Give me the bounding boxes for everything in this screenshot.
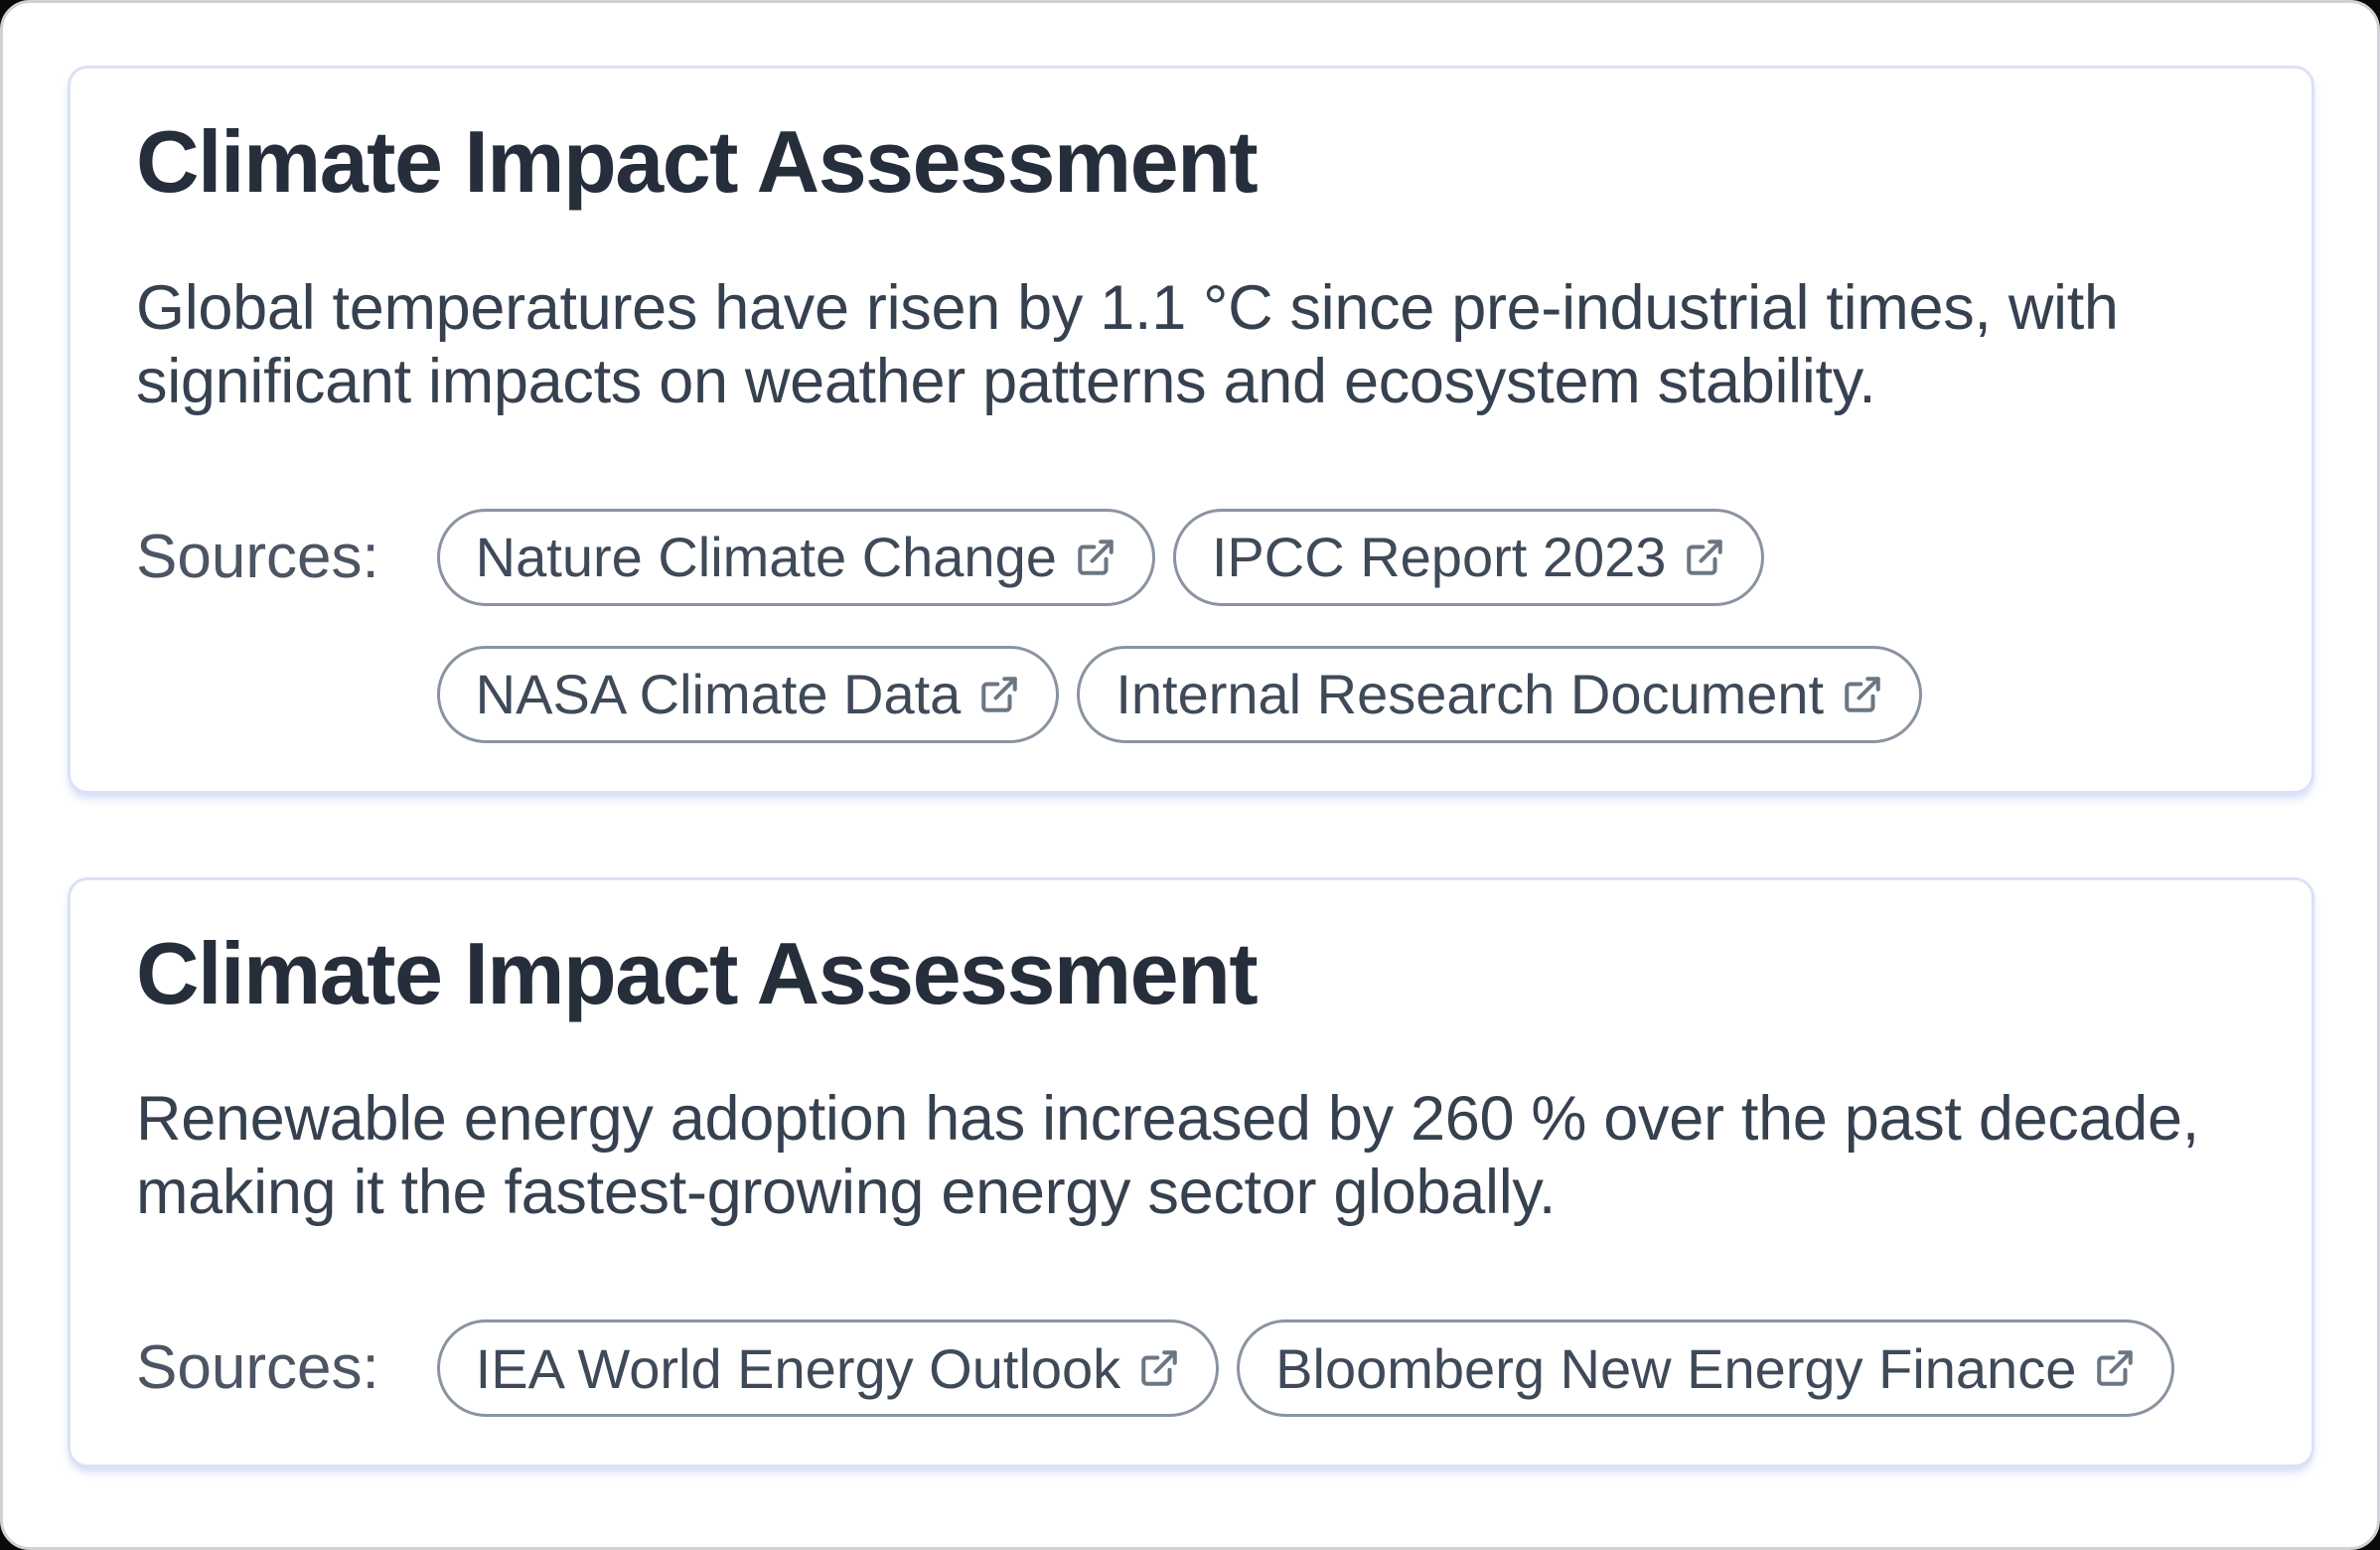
source-pill-label: Internal Research Document: [1116, 663, 1825, 726]
external-link-icon: [978, 674, 1020, 715]
source-pill-list: IEA World Energy Outlook Bloomberg New E…: [436, 1319, 2175, 1418]
card-body-text: Renewable energy adoption has increased …: [136, 1084, 2199, 1228]
source-pill-label: IPCC Report 2023: [1211, 526, 1667, 589]
sources-label: Sources:: [136, 522, 379, 591]
source-pill[interactable]: IEA World Energy Outlook: [436, 1319, 1220, 1418]
source-pill[interactable]: Bloomberg New Energy Finance: [1237, 1319, 2175, 1418]
card-title: Climate Impact Assessment: [136, 112, 1259, 211]
sources-row: Sources: IEA World Energy Outlook Bloomb…: [136, 1319, 2248, 1418]
sources-row: Sources: Nature Climate Change IPCC Repo…: [136, 508, 2248, 743]
source-pill-list: Nature Climate Change IPCC Report 2023 N…: [436, 508, 2126, 743]
external-link-icon: [1684, 537, 1725, 578]
source-pill-label: NASA Climate Data: [475, 663, 962, 726]
card-title: Climate Impact Assessment: [136, 923, 1259, 1022]
source-pill-label: IEA World Energy Outlook: [475, 1336, 1121, 1400]
external-link-icon: [2094, 1347, 2136, 1389]
sources-label: Sources:: [136, 1333, 379, 1403]
source-pill[interactable]: NASA Climate Data: [436, 645, 1060, 743]
card-body-text: Global temperatures have risen by 1.1 °C…: [136, 272, 2119, 416]
external-link-icon: [1075, 537, 1116, 578]
external-link-icon: [1842, 674, 1883, 715]
source-pill-label: Nature Climate Change: [475, 526, 1057, 589]
source-pill[interactable]: IPCC Report 2023: [1172, 508, 1765, 606]
external-link-icon: [1138, 1347, 1180, 1389]
source-pill[interactable]: Internal Research Document: [1077, 645, 1923, 743]
source-pill[interactable]: Nature Climate Change: [436, 508, 1155, 606]
assessment-card: Climate Impact Assessment Renewable ener…: [68, 876, 2314, 1469]
assessment-card: Climate Impact Assessment Global tempera…: [68, 66, 2314, 794]
source-pill-label: Bloomberg New Energy Finance: [1275, 1336, 2077, 1400]
